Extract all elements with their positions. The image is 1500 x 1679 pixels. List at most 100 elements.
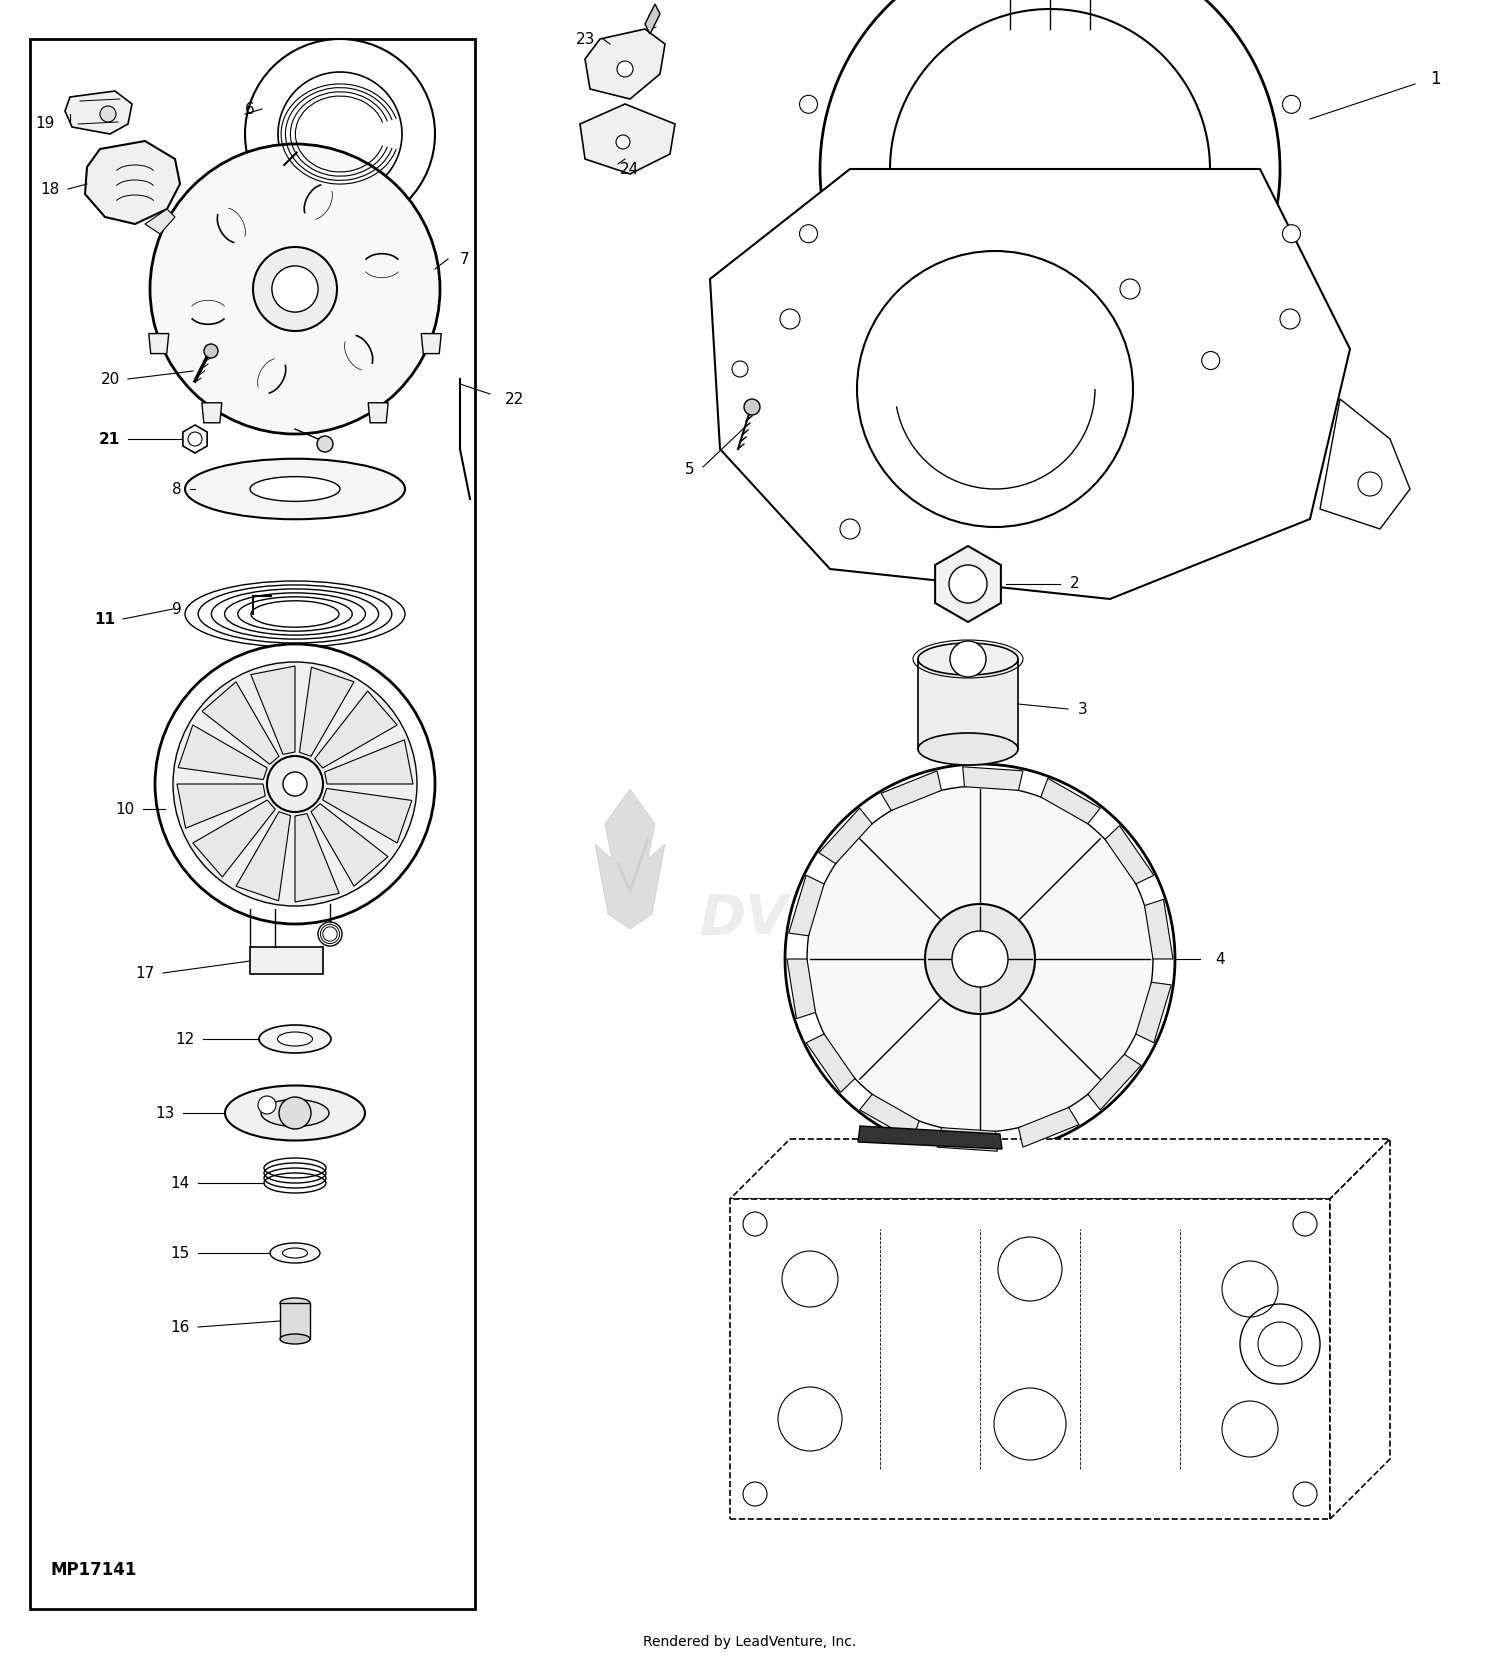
Circle shape — [732, 361, 748, 378]
Circle shape — [258, 1096, 276, 1113]
Circle shape — [318, 922, 342, 945]
Text: MP17141: MP17141 — [50, 1561, 136, 1578]
Polygon shape — [1106, 826, 1154, 883]
Polygon shape — [645, 3, 660, 34]
Circle shape — [950, 566, 987, 603]
Circle shape — [800, 225, 818, 243]
Circle shape — [1282, 225, 1300, 243]
Circle shape — [154, 645, 435, 923]
Polygon shape — [1136, 982, 1172, 1043]
Text: 15: 15 — [171, 1246, 190, 1261]
Polygon shape — [368, 403, 388, 423]
Polygon shape — [585, 29, 664, 99]
Ellipse shape — [270, 1242, 320, 1263]
Circle shape — [880, 351, 898, 369]
Ellipse shape — [264, 1174, 326, 1194]
Circle shape — [784, 764, 1174, 1153]
Ellipse shape — [278, 1033, 312, 1046]
Polygon shape — [730, 1138, 1390, 1199]
Bar — [918, 658, 1019, 749]
Polygon shape — [146, 208, 176, 233]
Ellipse shape — [261, 1100, 328, 1127]
Circle shape — [272, 265, 318, 312]
Text: 1: 1 — [1430, 71, 1440, 87]
Polygon shape — [730, 1199, 1330, 1519]
Polygon shape — [819, 808, 872, 863]
Ellipse shape — [251, 477, 340, 502]
Text: 22: 22 — [506, 391, 525, 406]
Polygon shape — [202, 403, 222, 423]
Polygon shape — [300, 667, 354, 756]
Bar — [280, 1303, 310, 1338]
Circle shape — [284, 772, 308, 796]
Polygon shape — [789, 875, 824, 935]
Circle shape — [1282, 96, 1300, 112]
Text: 16: 16 — [171, 1320, 190, 1335]
Circle shape — [1280, 309, 1300, 329]
Circle shape — [316, 437, 333, 452]
Polygon shape — [310, 804, 388, 887]
Circle shape — [800, 96, 818, 112]
Polygon shape — [1041, 779, 1101, 824]
Polygon shape — [596, 789, 664, 928]
Text: 8: 8 — [172, 482, 182, 497]
Text: 21: 21 — [99, 432, 120, 447]
Polygon shape — [177, 784, 266, 828]
Polygon shape — [324, 740, 413, 784]
Text: 4: 4 — [1215, 952, 1224, 967]
Polygon shape — [64, 91, 132, 134]
Polygon shape — [1088, 1054, 1142, 1110]
Polygon shape — [322, 789, 413, 843]
Polygon shape — [422, 334, 441, 354]
Text: 20: 20 — [100, 371, 120, 386]
Ellipse shape — [918, 643, 1019, 675]
Circle shape — [172, 662, 417, 907]
Polygon shape — [1144, 900, 1173, 959]
Circle shape — [150, 144, 439, 433]
Circle shape — [952, 930, 1008, 987]
Text: 24: 24 — [620, 161, 639, 176]
Polygon shape — [236, 811, 291, 902]
Circle shape — [821, 0, 1280, 400]
Polygon shape — [251, 667, 296, 754]
Text: 2: 2 — [1070, 576, 1080, 591]
Bar — [30, 39, 476, 1608]
Circle shape — [279, 1096, 310, 1128]
Polygon shape — [315, 692, 398, 767]
Circle shape — [926, 903, 1035, 1014]
Circle shape — [744, 400, 760, 415]
Text: 13: 13 — [156, 1105, 176, 1120]
Text: Rendered by LeadVenture, Inc.: Rendered by LeadVenture, Inc. — [644, 1635, 856, 1649]
Ellipse shape — [225, 1086, 364, 1140]
Circle shape — [278, 72, 402, 196]
Polygon shape — [148, 334, 168, 354]
Text: DVENTURE: DVENTURE — [700, 892, 1036, 945]
Polygon shape — [788, 959, 816, 1019]
Circle shape — [616, 60, 633, 77]
Polygon shape — [934, 546, 1000, 621]
Text: 5: 5 — [686, 462, 694, 477]
Circle shape — [890, 8, 1210, 329]
Polygon shape — [183, 425, 207, 453]
Polygon shape — [1330, 1138, 1390, 1519]
Circle shape — [780, 309, 800, 329]
Circle shape — [254, 247, 338, 331]
Polygon shape — [710, 170, 1350, 599]
Polygon shape — [580, 104, 675, 175]
Text: 23: 23 — [576, 32, 596, 47]
Circle shape — [100, 106, 116, 123]
Ellipse shape — [918, 734, 1019, 766]
Polygon shape — [1019, 1108, 1078, 1147]
Text: 12: 12 — [176, 1031, 195, 1046]
Text: 10: 10 — [116, 801, 135, 816]
Circle shape — [267, 756, 322, 813]
Polygon shape — [86, 141, 180, 223]
Polygon shape — [938, 1128, 998, 1152]
Circle shape — [1202, 351, 1219, 369]
Text: 7: 7 — [460, 252, 470, 267]
Circle shape — [1041, 410, 1059, 428]
Text: 3: 3 — [1078, 702, 1088, 717]
Text: 18: 18 — [40, 181, 60, 196]
Ellipse shape — [260, 1024, 332, 1053]
Circle shape — [840, 519, 860, 539]
